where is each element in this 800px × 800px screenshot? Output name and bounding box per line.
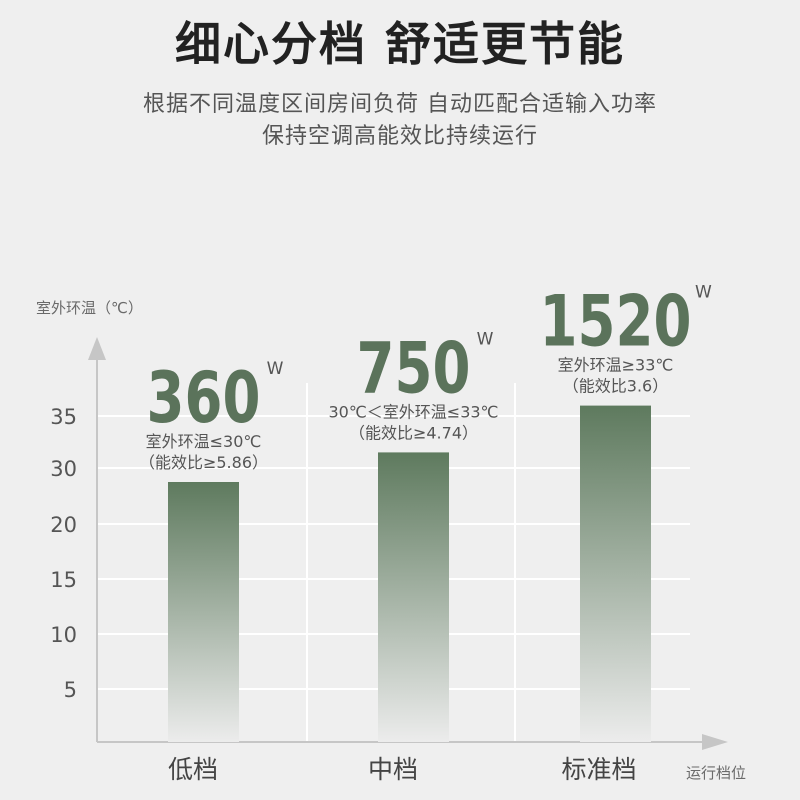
temperature-condition-label: 室外环温≥33℃: [558, 356, 674, 375]
y-tick-label: 10: [50, 623, 77, 647]
y-axis-label: 室外环温（℃）: [36, 299, 143, 317]
temperature-condition-label: 30℃＜室外环温≤33℃: [328, 402, 498, 421]
subtitle-line-1: 根据不同温度区间房间负荷 自动匹配合适输入功率: [143, 92, 657, 117]
category-label: 低档: [168, 755, 218, 784]
y-tick-label: 30: [50, 457, 77, 481]
y-tick-labels: 5 10 15 20 30 35: [50, 405, 77, 702]
x-axis-arrow-icon: [702, 734, 728, 750]
power-value-label: 1520: [540, 281, 692, 362]
y-tick-label: 35: [50, 405, 77, 429]
efficiency-ratio-label: （能效比≥4.74）: [349, 423, 478, 442]
y-tick-label: 15: [50, 568, 77, 592]
bar: [378, 452, 449, 742]
power-unit-label: W: [477, 329, 494, 349]
category-label: 标准档: [561, 755, 636, 784]
subtitle-line-2: 保持空调高能效比持续运行: [261, 124, 538, 149]
power-value-label: 360: [147, 357, 261, 438]
bar: [580, 405, 651, 742]
power-unit-label: W: [267, 359, 284, 379]
y-axis-arrow-icon: [88, 337, 106, 360]
y-tick-label: 5: [64, 678, 77, 702]
category-labels: 低档 中档 标准档: [168, 755, 637, 784]
temperature-condition-label: 室外环温≤30℃: [146, 432, 262, 451]
power-value-label: 750: [357, 328, 471, 409]
category-label: 中档: [368, 755, 418, 784]
axes: 室外环温（℃） 运行档位: [36, 299, 746, 782]
page-title: 细心分档 舒适更节能: [174, 17, 625, 71]
bars: [168, 405, 651, 742]
x-axis-label: 运行档位: [686, 764, 746, 782]
power-unit-label: W: [695, 283, 712, 303]
bar: [168, 482, 239, 742]
efficiency-ratio-label: （能效比≥5.86）: [139, 453, 268, 472]
y-tick-label: 20: [50, 513, 77, 537]
efficiency-ratio-label: （能效比3.6）: [563, 377, 668, 396]
